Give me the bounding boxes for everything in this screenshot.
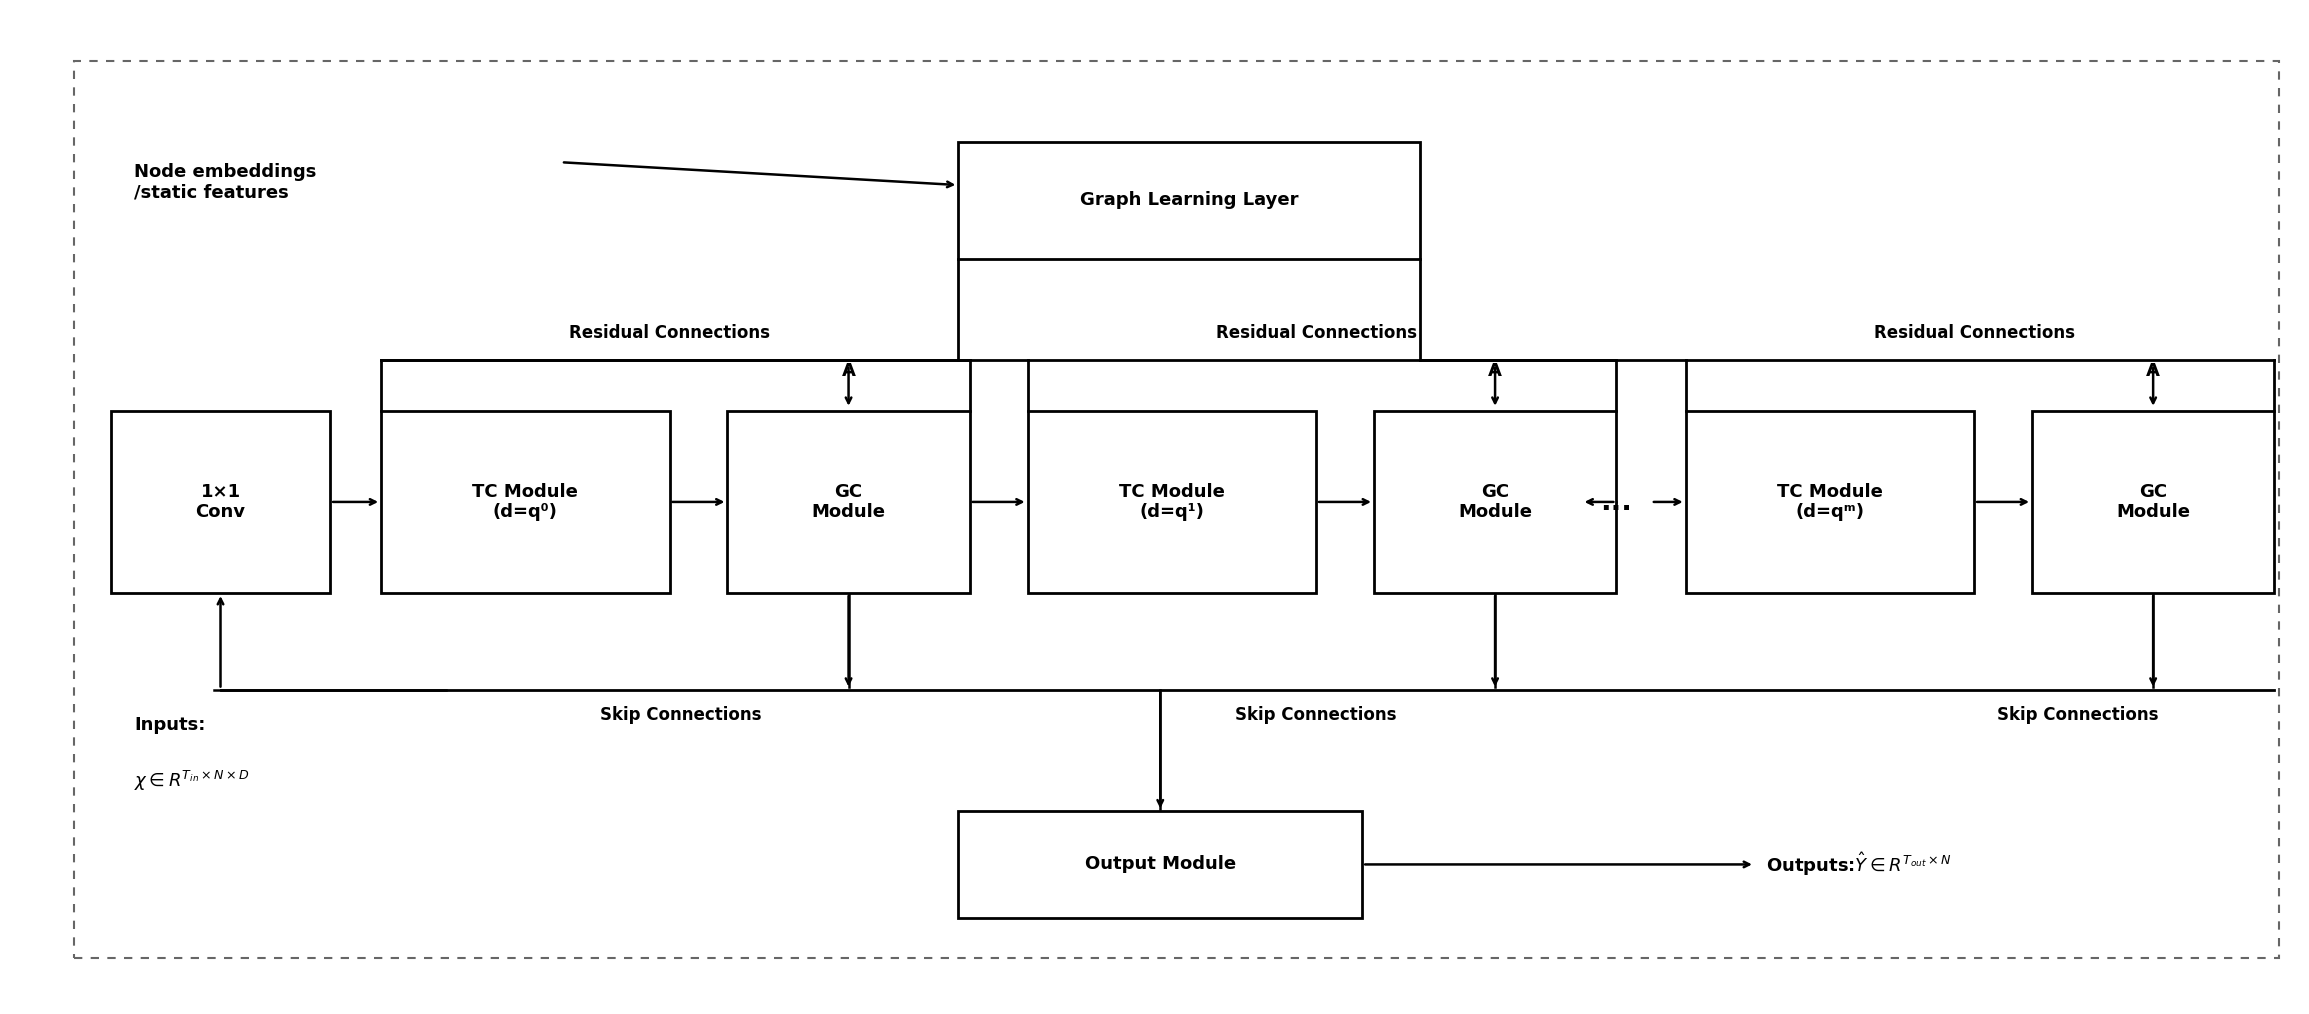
FancyBboxPatch shape	[1686, 411, 1974, 593]
FancyBboxPatch shape	[111, 411, 330, 593]
Text: 1×1
Conv: 1×1 Conv	[196, 483, 245, 521]
Text: Inputs:: Inputs:	[134, 716, 206, 734]
Text: Residual Connections: Residual Connections	[568, 323, 771, 342]
Text: TC Module
(d=q¹): TC Module (d=q¹)	[1120, 483, 1224, 521]
Text: Skip Connections: Skip Connections	[1235, 706, 1397, 724]
Text: A: A	[2145, 362, 2161, 380]
Text: TC Module
(d=q⁰): TC Module (d=q⁰)	[473, 483, 577, 521]
Text: ...: ...	[1600, 488, 1632, 516]
Text: Skip Connections: Skip Connections	[600, 706, 762, 724]
Text: GC
Module: GC Module	[810, 483, 887, 521]
Text: A: A	[840, 362, 857, 380]
FancyBboxPatch shape	[727, 411, 970, 593]
Text: GC
Module: GC Module	[2115, 483, 2191, 521]
Text: $\chi \in R^{T_{in}\times N\times D}$: $\chi \in R^{T_{in}\times N\times D}$	[134, 769, 249, 793]
FancyBboxPatch shape	[958, 142, 1420, 259]
Text: Output Module: Output Module	[1085, 856, 1235, 873]
Text: TC Module
(d=qᵐ): TC Module (d=qᵐ)	[1778, 483, 1882, 521]
FancyBboxPatch shape	[1374, 411, 1616, 593]
Text: Node embeddings
/static features: Node embeddings /static features	[134, 163, 316, 202]
FancyBboxPatch shape	[958, 811, 1362, 918]
FancyBboxPatch shape	[381, 411, 670, 593]
FancyBboxPatch shape	[74, 61, 2279, 958]
Text: A: A	[1487, 362, 1503, 380]
FancyBboxPatch shape	[2032, 411, 2274, 593]
Text: Residual Connections: Residual Connections	[1215, 323, 1418, 342]
Text: GC
Module: GC Module	[1457, 483, 1533, 521]
Text: Outputs:$\hat{Y} \in R^{T_{out}\times N}$: Outputs:$\hat{Y} \in R^{T_{out}\times N}…	[1766, 850, 1951, 878]
FancyBboxPatch shape	[1028, 411, 1316, 593]
Text: Residual Connections: Residual Connections	[1873, 323, 2076, 342]
Text: Graph Learning Layer: Graph Learning Layer	[1081, 192, 1298, 209]
Text: Skip Connections: Skip Connections	[1997, 706, 2159, 724]
